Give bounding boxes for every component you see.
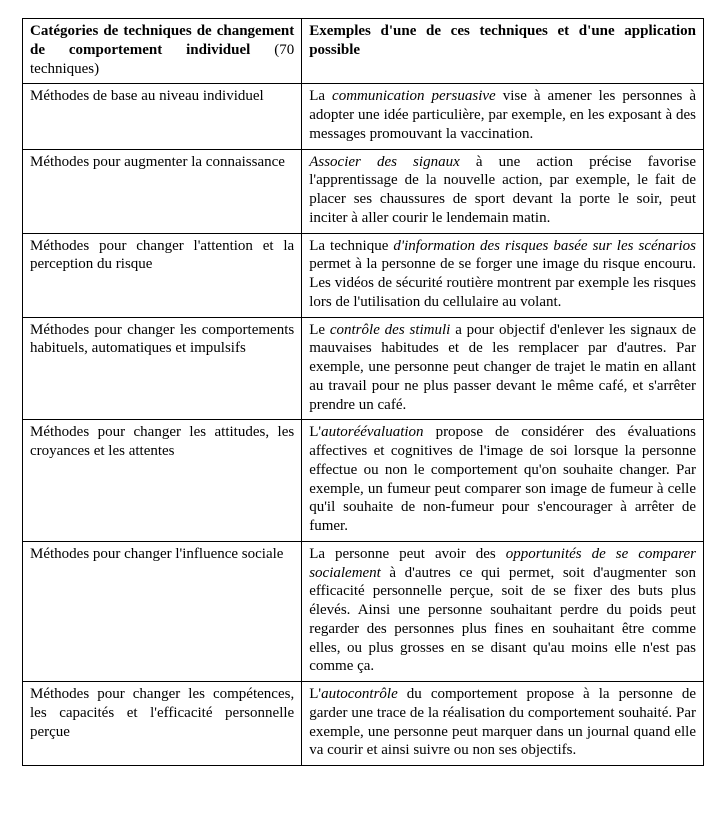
techniques-table: Catégories de techniques de changement d… <box>22 18 704 766</box>
example-cell: Associer des signaux à une action précis… <box>302 149 704 233</box>
category-text: Méthodes pour changer l'influence social… <box>30 546 283 562</box>
example-italic-text: autoréévaluation <box>321 424 423 440</box>
category-text: Méthodes pour augmenter la connaissance <box>30 154 285 170</box>
table-row: Méthodes pour changer les attitudes, les… <box>23 420 704 542</box>
table-row: Méthodes pour changer l'influence social… <box>23 541 704 681</box>
table-body: Méthodes de base au niveau individuel La … <box>23 84 704 766</box>
example-pre-text: L' <box>309 686 321 702</box>
category-text: Méthodes pour changer les attitudes, les… <box>30 424 294 459</box>
header-right-bold: Exemples d'une de ces techniques et d'un… <box>309 23 696 58</box>
category-cell: Méthodes pour augmenter la connaissance <box>23 149 302 233</box>
category-cell: Méthodes pour changer les attitudes, les… <box>23 420 302 542</box>
example-pre-text: La <box>309 88 332 104</box>
example-italic-text: d'information des risques basée sur les … <box>393 238 696 254</box>
example-pre-text: La personne peut avoir des <box>309 546 506 562</box>
example-cell: Le contrôle des stimuli a pour objectif … <box>302 317 704 420</box>
example-post-text: propose de considérer des évaluations af… <box>309 424 696 534</box>
category-text: Méthodes pour changer l'attention et la … <box>30 238 294 273</box>
example-italic-text: Associer des signaux <box>309 154 460 170</box>
category-text: Méthodes pour changer les compétences, l… <box>30 686 294 740</box>
table-row: Méthodes de base au niveau individuel La … <box>23 84 704 149</box>
table-header-row: Catégories de techniques de changement d… <box>23 19 704 84</box>
header-left-cell: Catégories de techniques de changement d… <box>23 19 302 84</box>
example-italic-text: autocontrôle <box>321 686 398 702</box>
category-cell: Méthodes pour changer les comportements … <box>23 317 302 420</box>
example-cell: La personne peut avoir des opportunités … <box>302 541 704 681</box>
category-cell: Méthodes de base au niveau individuel <box>23 84 302 149</box>
category-cell: Méthodes pour changer les compétences, l… <box>23 682 302 766</box>
example-italic-text: communication persuasive <box>332 88 496 104</box>
example-pre-text: L' <box>309 424 321 440</box>
table-row: Méthodes pour changer les comportements … <box>23 317 704 420</box>
table-row: Méthodes pour changer les compétences, l… <box>23 682 704 766</box>
table-row: Méthodes pour augmenter la connaissance A… <box>23 149 704 233</box>
example-cell: L'autoréévaluation propose de considérer… <box>302 420 704 542</box>
example-italic-text: contrôle des stimuli <box>330 322 451 338</box>
category-cell: Méthodes pour changer l'influence social… <box>23 541 302 681</box>
example-cell: L'autocontrôle du comportement propose à… <box>302 682 704 766</box>
example-post-text: permet à la personne de se forger une im… <box>309 256 696 310</box>
category-text: Méthodes de base au niveau individuel <box>30 88 264 104</box>
example-pre-text: La technique <box>309 238 393 254</box>
table-row: Méthodes pour changer l'attention et la … <box>23 233 704 317</box>
header-right-cell: Exemples d'une de ces techniques et d'un… <box>302 19 704 84</box>
example-pre-text: Le <box>309 322 330 338</box>
category-cell: Méthodes pour changer l'attention et la … <box>23 233 302 317</box>
category-text: Méthodes pour changer les comportements … <box>30 322 294 357</box>
example-cell: La communication persuasive vise à amene… <box>302 84 704 149</box>
page: Catégories de techniques de changement d… <box>0 0 726 788</box>
example-cell: La technique d'information des risques b… <box>302 233 704 317</box>
